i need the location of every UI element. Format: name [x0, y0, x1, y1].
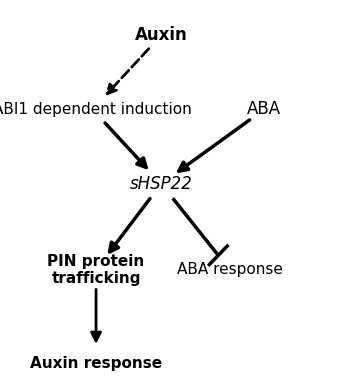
Text: ABA response: ABA response	[177, 262, 283, 277]
Text: Auxin: Auxin	[135, 26, 188, 44]
Text: ABA: ABA	[247, 100, 281, 118]
Text: Auxin response: Auxin response	[30, 356, 162, 371]
Text: ABI1 dependent induction: ABI1 dependent induction	[0, 102, 192, 117]
Text: sHSP22: sHSP22	[130, 175, 193, 193]
Text: PIN protein
trafficking: PIN protein trafficking	[47, 254, 145, 286]
